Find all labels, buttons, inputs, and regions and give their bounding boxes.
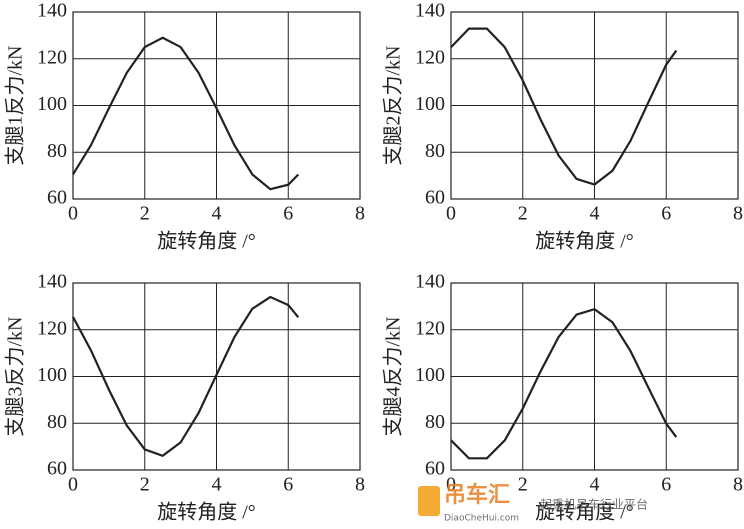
y-tick-label: 100 — [415, 364, 445, 386]
data-line — [450, 307, 678, 460]
x-tick-label: 8 — [733, 203, 743, 225]
y-axis-label: 支腿4反力/kN — [382, 317, 405, 437]
y-tick-label: 80 — [47, 140, 67, 162]
watermark: 吊车汇 DiaoCheHui.com 起重机吊车行业平台 — [418, 482, 648, 524]
y-tick-label: 140 — [415, 271, 445, 293]
x-axis-label: 旋转角度 /° — [535, 501, 634, 524]
x-axis-label: 旋转角度 /° — [157, 501, 256, 524]
chart-panel: 60 80 100 120 140 0 2 4 6 8 旋转角度 /° 支腿2反力/kN — [382, 0, 743, 253]
x-tick-label: 4 — [590, 474, 600, 496]
x-tick-label: 0 — [446, 474, 456, 496]
chart-panel: 60 80 100 120 140 0 2 4 6 8 旋转角度 /° 支腿4反力/kN — [382, 271, 743, 524]
watermark-slogan: 起重机吊车行业平台 — [540, 497, 648, 512]
x-tick-label: 2 — [518, 203, 528, 225]
y-tick-label: 60 — [425, 187, 445, 209]
y-tick-label: 100 — [37, 364, 67, 386]
data-line — [72, 36, 300, 191]
x-tick-label: 8 — [355, 203, 365, 225]
y-tick-label: 60 — [425, 458, 445, 480]
y-tick-label: 120 — [415, 46, 445, 68]
y-tick-label: 140 — [415, 0, 445, 22]
x-axis-label: 旋转角度 /° — [535, 230, 634, 253]
y-tick-label: 120 — [415, 317, 445, 339]
watermark-logo — [418, 486, 440, 516]
x-tick-label: 2 — [518, 474, 528, 496]
x-tick-label: 6 — [283, 203, 293, 225]
y-axis-label: 支腿1反力/kN — [4, 46, 27, 166]
x-tick-label: 0 — [68, 474, 78, 496]
y-tick-label: 120 — [37, 46, 67, 68]
plot-frame — [450, 11, 739, 200]
x-tick-label: 6 — [661, 474, 671, 496]
chart-panel: 60 80 100 120 140 0 2 4 6 8 旋转角度 /° 支腿3反力/kN — [4, 271, 365, 524]
x-tick-label: 4 — [212, 474, 222, 496]
chart-panel: 60 80 100 120 140 0 2 4 6 8 旋转角度 /° 支腿1反力/kN — [4, 0, 365, 253]
y-axis-label: 支腿2反力/kN — [382, 46, 405, 166]
data-line — [72, 295, 300, 457]
y-tick-label: 140 — [37, 0, 67, 22]
y-tick-label: 80 — [425, 140, 445, 162]
x-tick-label: 2 — [140, 474, 150, 496]
x-tick-label: 0 — [446, 203, 456, 225]
x-tick-label: 6 — [661, 203, 671, 225]
x-tick-label: 8 — [355, 474, 365, 496]
x-tick-label: 0 — [68, 203, 78, 225]
y-tick-label: 60 — [47, 458, 67, 480]
x-axis-label: 旋转角度 /° — [157, 230, 256, 253]
watermark-url: DiaoCheHui.com — [444, 514, 519, 524]
plot-frame — [72, 11, 361, 200]
x-tick-label: 8 — [733, 474, 743, 496]
watermark-title: 吊车汇 — [444, 482, 510, 508]
y-tick-label: 100 — [37, 93, 67, 115]
x-tick-label: 6 — [283, 474, 293, 496]
y-tick-label: 120 — [37, 317, 67, 339]
y-tick-label: 80 — [47, 411, 67, 433]
data-line — [450, 27, 678, 186]
y-tick-label: 100 — [415, 93, 445, 115]
y-tick-label: 140 — [37, 271, 67, 293]
x-tick-label: 2 — [140, 203, 150, 225]
x-tick-label: 4 — [590, 203, 600, 225]
plot-frame — [72, 282, 361, 471]
y-tick-label: 60 — [47, 187, 67, 209]
y-tick-label: 80 — [425, 411, 445, 433]
x-tick-label: 4 — [212, 203, 222, 225]
y-axis-label: 支腿3反力/kN — [4, 317, 27, 437]
plot-frame — [450, 282, 739, 471]
